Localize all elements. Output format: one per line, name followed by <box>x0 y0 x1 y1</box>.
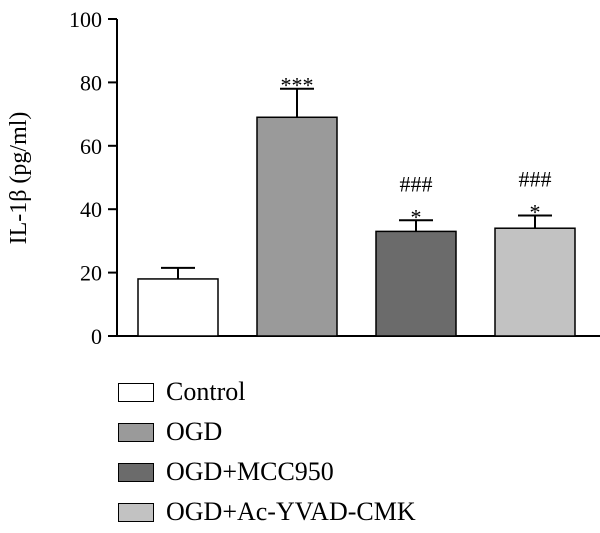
y-tick-label: 80 <box>80 70 102 95</box>
significance-hashes: ### <box>519 167 552 192</box>
legend-label: OGD+MCC950 <box>166 457 334 486</box>
legend-item: OGD+Ac-YVAD-CMK <box>118 492 416 532</box>
legend-swatch <box>118 382 154 402</box>
legend-item: OGD+MCC950 <box>118 452 416 492</box>
legend-label: OGD+Ac-YVAD-CMK <box>166 497 416 526</box>
significance-hashes: ### <box>400 171 433 196</box>
annotations: ****###*### <box>281 73 552 230</box>
bars <box>137 87 576 337</box>
significance-stars: *** <box>281 73 314 98</box>
legend-swatch <box>118 462 154 482</box>
legend-label: Control <box>166 377 246 406</box>
bar-ogd-ac-yvad-cmk <box>494 227 576 337</box>
significance-stars: * <box>411 204 422 229</box>
y-tick-label: 0 <box>91 324 102 349</box>
bar-control <box>137 278 219 337</box>
y-tick-label: 100 <box>69 7 102 32</box>
significance-stars: * <box>530 200 541 225</box>
y-axis: 0 20 40 60 80 100 <box>69 7 600 349</box>
bar-ogd-mcc950 <box>375 230 457 337</box>
legend-item: Control <box>118 372 416 412</box>
legend-label: OGD <box>166 417 223 446</box>
bar-ogd <box>256 116 338 337</box>
y-tick-label: 20 <box>80 261 102 286</box>
legend-swatch <box>118 422 154 442</box>
legend-swatch <box>118 502 154 522</box>
legend-item: OGD <box>118 412 416 452</box>
y-axis-label: IL-1β (pg/ml) <box>6 112 32 245</box>
y-tick-label: 40 <box>80 197 102 222</box>
y-tick-label: 60 <box>80 134 102 159</box>
legend: Control OGD OGD+MCC950 OGD+Ac-YVAD-CMK <box>118 372 416 532</box>
